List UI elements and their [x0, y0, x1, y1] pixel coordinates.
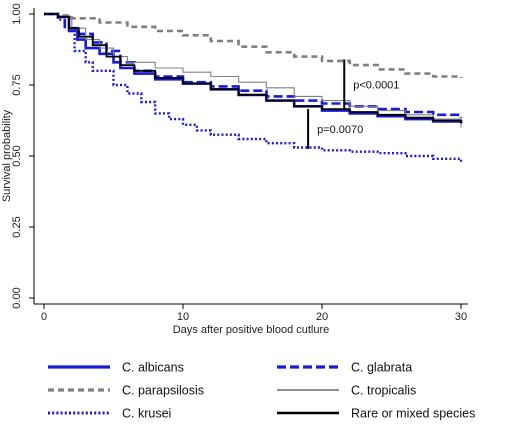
- series-line-3: [44, 13, 462, 128]
- x-tick-label: 30: [455, 311, 467, 323]
- x-axis-title: Days after positive blood cutlure: [173, 324, 330, 336]
- legend-label: Rare or mixed species: [351, 407, 475, 421]
- y-axis-title: Survival probability: [1, 109, 13, 202]
- legend-label: C. tropicalis: [351, 384, 416, 398]
- y-tick-label: 0.75: [11, 74, 23, 95]
- y-tick-label: 0.50: [11, 145, 23, 166]
- series-line-5: [44, 13, 462, 124]
- legend: C. albicans C. glabrata C. parapsilosis C. …: [48, 361, 475, 421]
- axes: 0.00 0.25 0.50 0.75 1.00 0 10 20 30: [11, 3, 468, 323]
- p-value-label: p<0.0001: [353, 79, 399, 91]
- legend-label: C. krusei: [122, 407, 171, 421]
- series-line-4: [44, 12, 463, 164]
- legend-label: C. parapsilosis: [122, 384, 204, 398]
- legend-label: C. albicans: [122, 361, 184, 375]
- y-tick-label: 1.00: [11, 3, 23, 24]
- x-tick-label: 0: [41, 311, 47, 323]
- x-tick-label: 20: [316, 311, 328, 323]
- p-value-label: p=0.0070: [317, 124, 363, 136]
- legend-label: C. glabrata: [351, 361, 412, 375]
- y-tick-label: 0.25: [11, 216, 23, 237]
- y-tick-label: 0.00: [11, 287, 23, 308]
- series-layer: [44, 12, 463, 164]
- series-line-0: [44, 12, 463, 124]
- x-tick-label: 10: [177, 311, 189, 323]
- series-line-1: [44, 12, 463, 118]
- series-line-2: [44, 12, 463, 78]
- annotations: p<0.0001 p=0.0070: [307, 59, 399, 149]
